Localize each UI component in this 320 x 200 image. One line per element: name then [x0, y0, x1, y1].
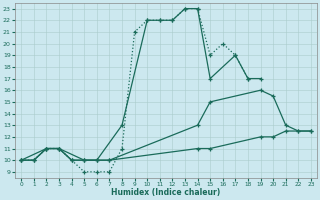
X-axis label: Humidex (Indice chaleur): Humidex (Indice chaleur) — [111, 188, 221, 197]
